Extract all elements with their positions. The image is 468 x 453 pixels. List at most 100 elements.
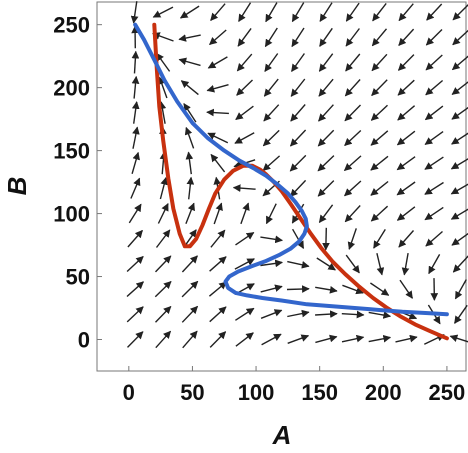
y-tick-label: 150 bbox=[53, 139, 90, 164]
field-arrow bbox=[290, 78, 306, 97]
field-arrow bbox=[398, 28, 415, 46]
field-arrow bbox=[264, 27, 278, 48]
field-arrow bbox=[210, 153, 226, 173]
x-tick-label: 100 bbox=[238, 380, 275, 405]
field-arrow bbox=[130, 1, 139, 24]
field-arrow bbox=[235, 307, 255, 321]
field-arrow bbox=[206, 84, 229, 93]
field-arrow bbox=[178, 57, 201, 67]
field-arrow bbox=[451, 132, 468, 145]
field-arrow bbox=[424, 105, 444, 121]
field-arrow bbox=[154, 255, 172, 273]
field-arrow bbox=[289, 129, 307, 147]
field-arrow bbox=[180, 80, 199, 96]
field-arrow bbox=[368, 311, 392, 319]
field-arrow bbox=[290, 104, 306, 122]
x-tick-label: 0 bbox=[123, 380, 135, 405]
field-arrow bbox=[451, 232, 468, 246]
field-arrow bbox=[182, 330, 198, 349]
x-tick-label: 150 bbox=[301, 380, 338, 405]
field-arrow bbox=[344, 104, 361, 122]
field-arrow bbox=[289, 154, 307, 172]
y-tick-label: 200 bbox=[53, 76, 90, 101]
field-arrow bbox=[185, 151, 194, 175]
field-arrow bbox=[209, 331, 227, 348]
field-arrow bbox=[317, 180, 335, 197]
field-arrow bbox=[126, 255, 144, 273]
y-axis-title: B bbox=[2, 177, 32, 196]
field-arrow bbox=[343, 155, 362, 172]
field-arrow bbox=[424, 181, 444, 195]
field-arrow bbox=[234, 132, 255, 144]
field-arrow bbox=[342, 284, 364, 295]
field-arrow bbox=[260, 284, 283, 293]
field-arrow bbox=[344, 180, 362, 197]
field-arrow bbox=[318, 104, 334, 122]
field-arrow bbox=[316, 257, 336, 271]
field-arrow bbox=[371, 28, 388, 47]
y-tick-label: 50 bbox=[66, 265, 90, 290]
field-arrow bbox=[315, 334, 338, 344]
field-arrow bbox=[370, 155, 389, 171]
field-arrow bbox=[286, 285, 310, 293]
field-arrow bbox=[207, 132, 229, 144]
field-arrow bbox=[262, 155, 281, 172]
field-arrow bbox=[318, 204, 334, 224]
field-arrow bbox=[181, 255, 198, 273]
field-arrow bbox=[240, 202, 250, 225]
field-arrow bbox=[373, 229, 386, 249]
field-arrow bbox=[368, 334, 392, 343]
field-arrow bbox=[183, 102, 197, 123]
field-arrow bbox=[426, 3, 443, 21]
field-arrow bbox=[234, 258, 255, 270]
field-arrow bbox=[263, 104, 280, 122]
field-arrow bbox=[128, 203, 142, 224]
field-arrow bbox=[132, 126, 140, 149]
field-arrow bbox=[131, 151, 140, 174]
field-arrow bbox=[181, 280, 199, 298]
field-arrow bbox=[451, 81, 468, 95]
field-arrow bbox=[178, 34, 201, 42]
field-arrow bbox=[396, 181, 416, 196]
field-arrow bbox=[398, 3, 414, 22]
field-arrow bbox=[291, 27, 305, 48]
field-arrow bbox=[155, 229, 171, 248]
field-arrow bbox=[291, 53, 305, 73]
field-arrow bbox=[315, 286, 338, 294]
field-arrow bbox=[208, 281, 227, 297]
field-arrow bbox=[131, 75, 140, 99]
field-arrow bbox=[341, 334, 365, 343]
field-arrow bbox=[345, 53, 361, 72]
field-arrow bbox=[425, 230, 443, 247]
field-arrow bbox=[424, 131, 444, 145]
red-nullcline bbox=[152, 22, 449, 341]
x-tick-label: 200 bbox=[365, 380, 402, 405]
field-arrow bbox=[425, 29, 443, 46]
field-arrow bbox=[371, 53, 388, 72]
field-arrow bbox=[263, 78, 279, 97]
nullclines bbox=[133, 22, 449, 341]
field-arrow bbox=[454, 304, 468, 324]
field-arrow bbox=[127, 331, 144, 348]
field-arrow bbox=[452, 4, 468, 21]
field-arrow bbox=[210, 3, 226, 21]
field-arrow bbox=[184, 126, 195, 149]
field-arrow bbox=[235, 232, 255, 246]
field-arrow bbox=[341, 310, 365, 319]
field-arrow bbox=[396, 156, 416, 171]
field-arrow bbox=[370, 282, 390, 296]
field-arrow bbox=[399, 279, 413, 299]
field-arrow bbox=[397, 79, 415, 96]
field-arrow bbox=[126, 306, 144, 323]
field-arrow bbox=[213, 202, 223, 225]
field-arrow bbox=[287, 334, 310, 344]
field-arrow bbox=[265, 203, 277, 225]
field-arrow bbox=[396, 206, 416, 221]
field-arrow bbox=[186, 176, 195, 200]
field-arrow bbox=[291, 2, 305, 23]
field-arrow bbox=[236, 53, 253, 72]
field-arrow bbox=[262, 129, 280, 147]
field-arrow bbox=[454, 279, 467, 300]
field-arrow bbox=[287, 260, 310, 269]
